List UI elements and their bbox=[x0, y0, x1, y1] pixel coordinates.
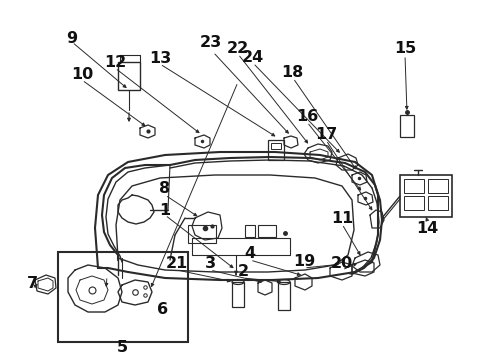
Text: 12: 12 bbox=[103, 54, 126, 69]
Text: 17: 17 bbox=[314, 126, 336, 141]
Text: 5: 5 bbox=[116, 341, 127, 356]
Text: 7: 7 bbox=[26, 275, 38, 291]
Bar bbox=[258, 225, 275, 237]
Bar bbox=[267, 140, 284, 160]
Text: 8: 8 bbox=[159, 180, 170, 195]
Text: 11: 11 bbox=[330, 211, 352, 225]
Bar bbox=[231, 282, 244, 307]
Text: 23: 23 bbox=[200, 35, 222, 50]
Text: 9: 9 bbox=[66, 31, 78, 45]
Text: 21: 21 bbox=[165, 256, 188, 271]
Bar bbox=[58, 252, 187, 342]
Text: 14: 14 bbox=[415, 220, 437, 235]
Text: 3: 3 bbox=[204, 256, 215, 271]
Bar bbox=[187, 225, 216, 243]
Text: 24: 24 bbox=[242, 50, 264, 64]
Text: 15: 15 bbox=[393, 41, 415, 55]
Text: 6: 6 bbox=[157, 302, 168, 318]
Bar bbox=[403, 196, 423, 210]
Bar bbox=[278, 282, 289, 310]
Bar bbox=[244, 225, 254, 237]
Text: 22: 22 bbox=[226, 41, 248, 55]
Text: 18: 18 bbox=[280, 64, 303, 80]
Bar bbox=[427, 179, 447, 193]
Bar bbox=[399, 115, 413, 137]
Bar bbox=[403, 179, 423, 193]
Bar bbox=[270, 143, 281, 149]
Bar bbox=[399, 175, 451, 217]
Text: 1: 1 bbox=[159, 202, 170, 217]
Bar bbox=[427, 196, 447, 210]
Text: 16: 16 bbox=[295, 108, 318, 123]
Text: 13: 13 bbox=[148, 50, 171, 66]
Text: 19: 19 bbox=[292, 255, 314, 270]
Text: 4: 4 bbox=[244, 247, 255, 261]
Bar bbox=[118, 62, 140, 90]
Text: 20: 20 bbox=[330, 256, 352, 271]
Text: 2: 2 bbox=[237, 265, 248, 279]
Text: 10: 10 bbox=[71, 67, 93, 81]
